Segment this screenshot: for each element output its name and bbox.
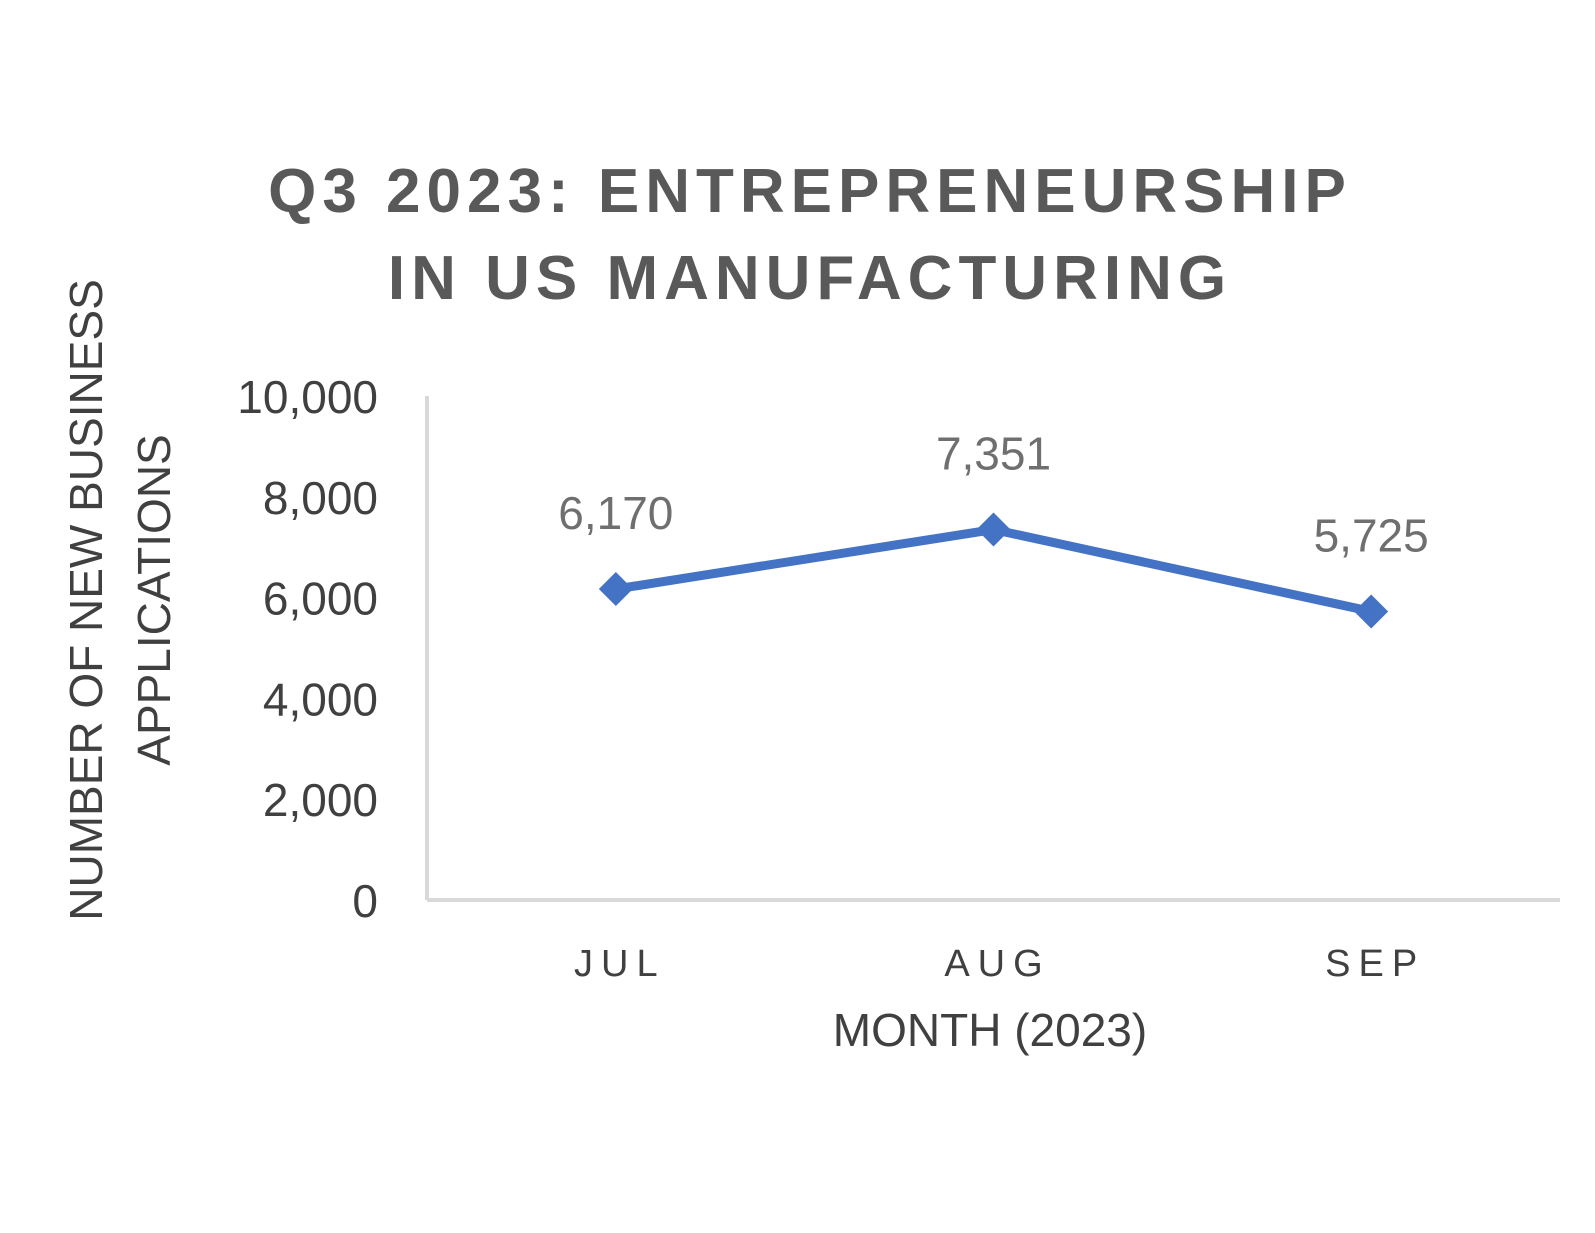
- x-axis-title: MONTH (2023): [833, 1004, 1147, 1056]
- data-series: [598, 512, 1389, 629]
- data-labels: 6,170 7,351 5,725: [558, 428, 1428, 562]
- x-tick-label: JUL: [574, 943, 666, 985]
- data-point-marker: [976, 512, 1011, 547]
- y-tick-label: 0: [352, 875, 378, 927]
- y-tick-label: 6,000: [263, 573, 378, 625]
- data-label: 7,351: [936, 428, 1051, 480]
- chart-title-line-2: IN US MANUFACTURING: [388, 244, 1232, 313]
- chart-title-line-1: Q3 2023: ENTREPRENEURSHIP: [268, 157, 1352, 226]
- y-axis-title-line-1: NUMBER OF NEW BUSINESS: [60, 279, 112, 921]
- y-tick-label: 8,000: [263, 472, 378, 524]
- x-tick-labels: JUL AUG SEP: [574, 943, 1425, 985]
- y-tick-label: 2,000: [263, 774, 378, 826]
- y-axis-title: NUMBER OF NEW BUSINESS APPLICATIONS: [60, 279, 180, 921]
- data-point-marker: [598, 572, 633, 607]
- x-tick-label: SEP: [1325, 943, 1425, 985]
- y-tick-labels: 0 2,000 4,000 6,000 8,000 10,000: [237, 371, 378, 927]
- x-tick-label: AUG: [944, 943, 1050, 985]
- y-tick-label: 10,000: [237, 371, 378, 423]
- y-tick-label: 4,000: [263, 673, 378, 725]
- data-label: 5,725: [1314, 509, 1429, 561]
- data-point-marker: [1354, 594, 1389, 629]
- y-axis-title-line-2: APPLICATIONS: [128, 434, 180, 765]
- data-label: 6,170: [558, 487, 673, 539]
